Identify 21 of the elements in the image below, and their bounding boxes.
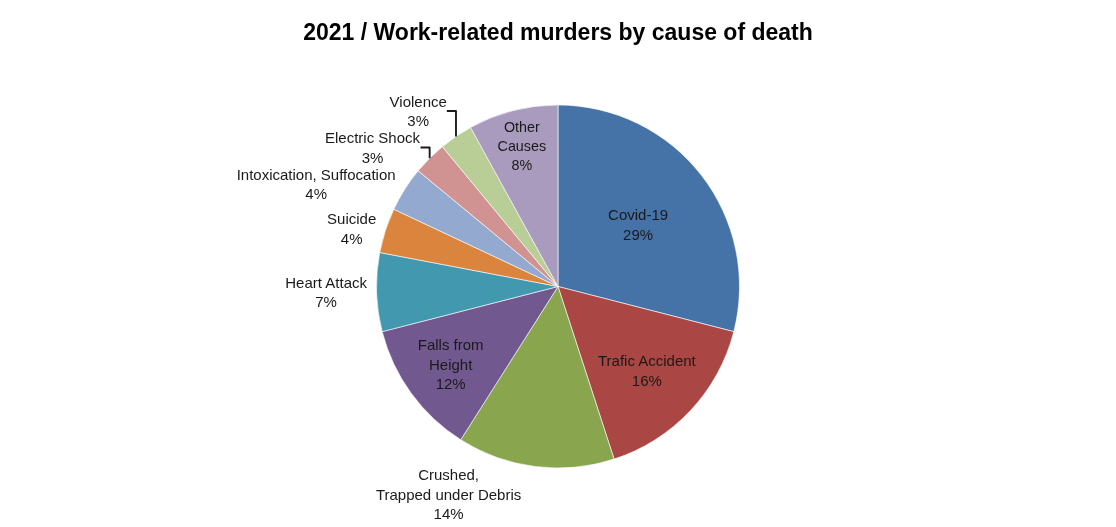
- slice-label: Covid-19: [608, 206, 669, 224]
- data-label: 3%: [407, 112, 430, 130]
- slice-label: Trafic Accident: [597, 352, 697, 370]
- slice-label: Electric Shock: [325, 129, 421, 147]
- data-label: 4%: [305, 185, 327, 203]
- slice-label: Intoxication, Suffocation: [236, 165, 396, 183]
- slice-label: Other Causes: [497, 119, 547, 154]
- data-label: 7%: [315, 293, 337, 311]
- slice-label: Suicide: [327, 210, 377, 228]
- data-label: 16%: [631, 371, 662, 389]
- chart-title: 2021 / Work-related murders by cause of death: [303, 18, 813, 45]
- data-label: 12%: [435, 375, 466, 393]
- data-label: 8%: [511, 156, 533, 173]
- data-label: 4%: [340, 229, 363, 247]
- slice-label: Violence: [389, 92, 447, 110]
- data-label: 29%: [623, 225, 654, 243]
- slice-label: Crushed, Trapped under Debris: [375, 466, 522, 503]
- data-label: 3%: [361, 148, 384, 166]
- slice-label: Heart Attack: [285, 273, 368, 291]
- data-label: 14%: [433, 505, 464, 523]
- slice-label: Falls from Height: [417, 336, 484, 373]
